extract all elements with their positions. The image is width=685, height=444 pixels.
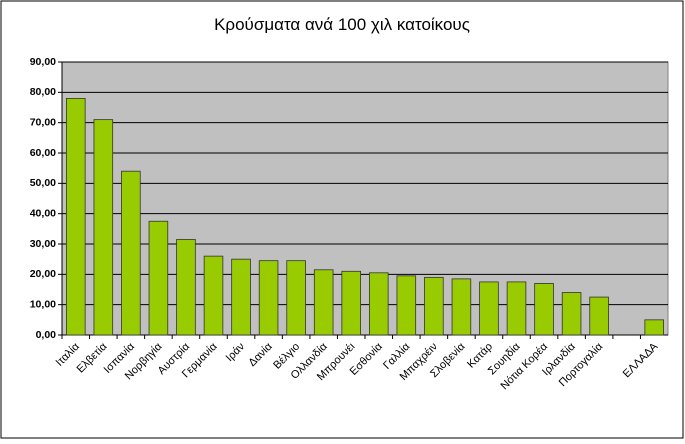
y-tick-label: 10,00: [30, 298, 56, 310]
bar: [313, 269, 334, 336]
bar: [148, 220, 169, 336]
bar: [589, 296, 609, 336]
bar: [231, 258, 251, 336]
y-tick-label: 40,00: [30, 207, 56, 219]
y-tick-label: 80,00: [30, 86, 56, 98]
bar: [451, 278, 472, 336]
y-tick-label: 0,00: [36, 329, 57, 341]
bar: [396, 275, 417, 336]
y-tick-label: 20,00: [30, 268, 56, 280]
y-tick-label: 50,00: [30, 177, 56, 189]
bar: [561, 292, 582, 336]
bar: [369, 272, 389, 336]
y-tick-label: 90,00: [30, 56, 56, 68]
bar: [176, 239, 196, 336]
bar: [534, 283, 554, 336]
y-tick-label: 60,00: [30, 147, 56, 159]
bar: [93, 119, 114, 336]
y-tick-label: 70,00: [30, 116, 56, 128]
bar: [258, 260, 279, 336]
bar: [644, 319, 664, 336]
bar: [506, 281, 527, 336]
bar: [479, 281, 499, 336]
y-tick-label: 30,00: [30, 238, 56, 250]
chart-title: Κρούσματα ανά 100 χιλ κατοίκους: [214, 15, 470, 34]
bar: [121, 170, 141, 336]
bar: [341, 270, 361, 336]
bar: [66, 98, 86, 336]
bar: [286, 260, 306, 336]
bar: [424, 276, 444, 336]
bar: [203, 255, 224, 336]
